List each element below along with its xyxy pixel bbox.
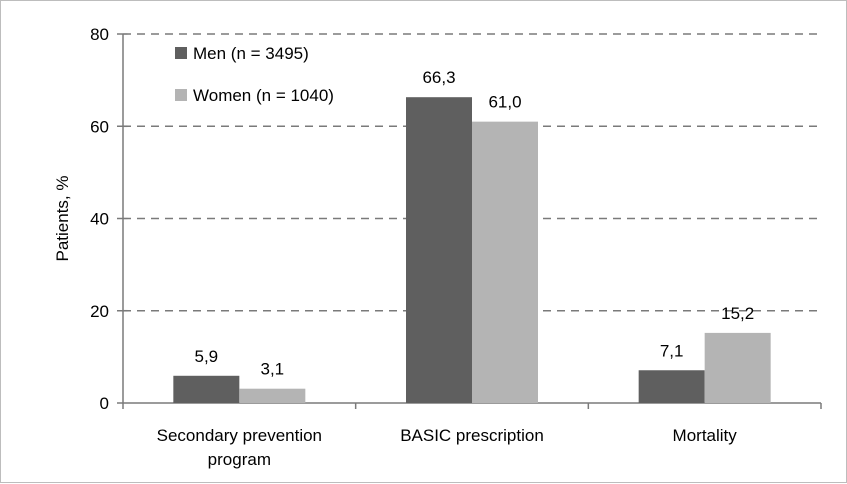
data-label: 7,1	[660, 341, 684, 360]
data-label: 3,1	[261, 360, 285, 379]
y-tick-label: 60	[90, 117, 109, 136]
legend-swatch	[175, 89, 187, 101]
x-category-label: Secondary prevention	[157, 426, 322, 445]
legend-label: Women (n = 1040)	[193, 86, 334, 105]
y-tick-label: 0	[100, 394, 109, 413]
x-category-label: Mortality	[673, 426, 738, 445]
y-tick-label: 20	[90, 302, 109, 321]
legend-swatch	[175, 47, 187, 59]
bar-women	[472, 121, 538, 403]
bar-women	[239, 388, 306, 403]
y-tick-label: 80	[90, 25, 109, 44]
data-label: 5,9	[195, 347, 219, 366]
data-label: 61,0	[488, 93, 521, 112]
legend-label: Men (n = 3495)	[193, 44, 309, 63]
bar-men	[638, 370, 705, 403]
y-axis-label: Patients, %	[53, 176, 72, 262]
x-category-label: program	[208, 450, 271, 469]
bar-men	[406, 97, 472, 403]
bar-women	[704, 332, 771, 403]
data-label: 66,3	[422, 68, 455, 87]
data-label: 15,2	[721, 304, 754, 323]
bar-men	[173, 375, 240, 403]
y-tick-label: 40	[90, 210, 109, 229]
x-category-label: BASIC prescription	[400, 426, 544, 445]
